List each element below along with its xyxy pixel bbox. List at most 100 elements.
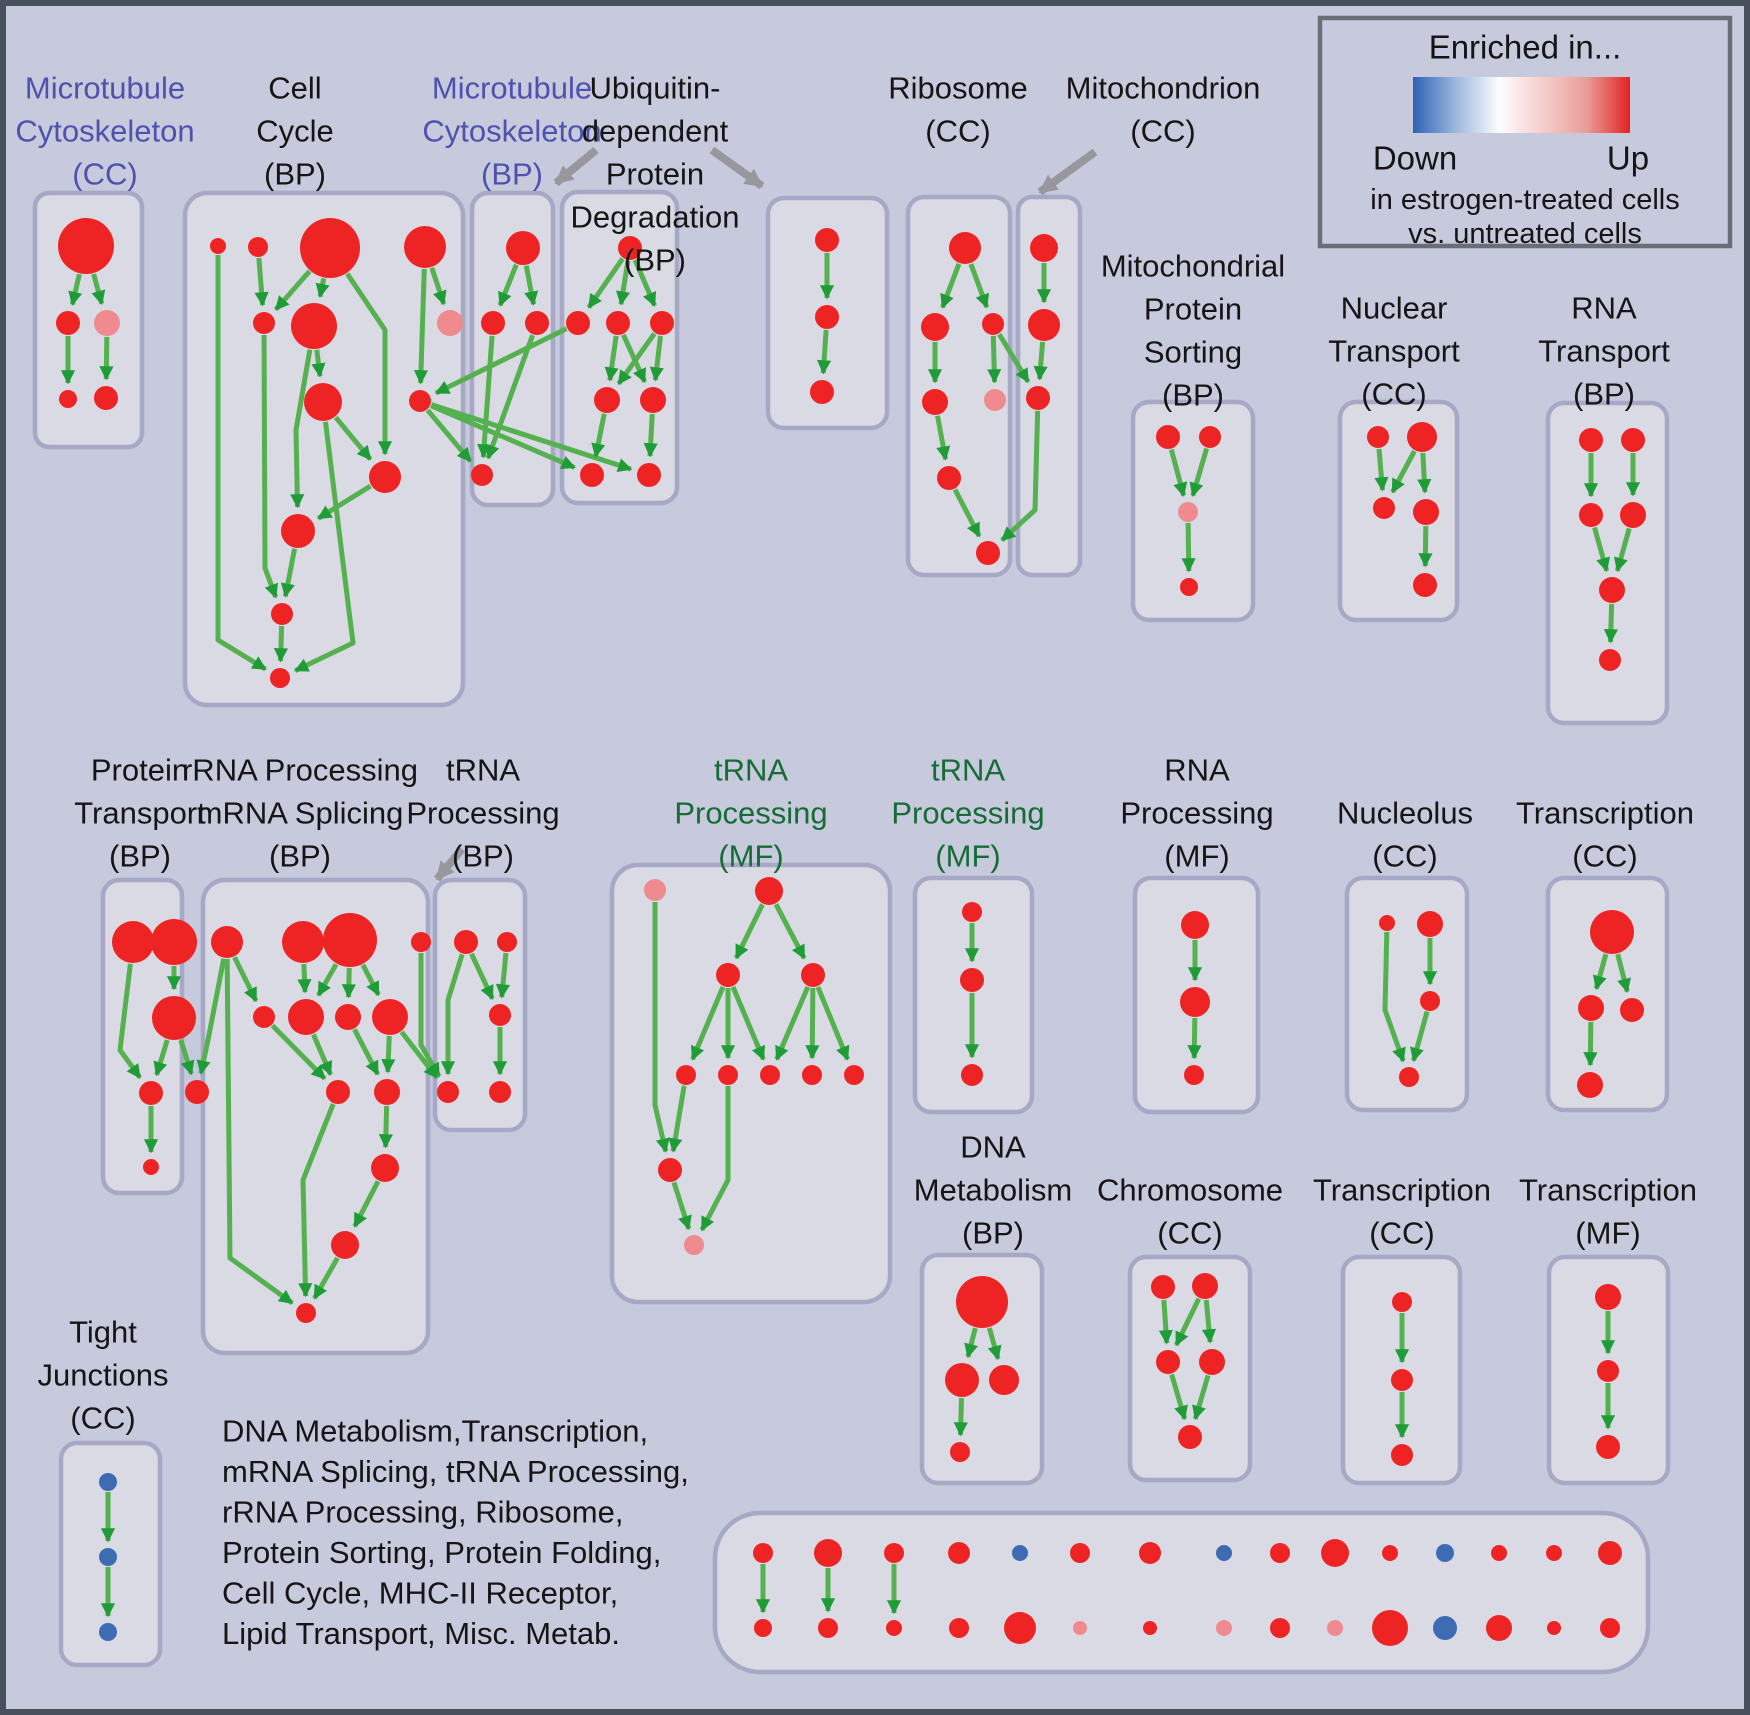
cluster-label-line: (CC) <box>1130 114 1195 149</box>
cluster-label-line: Processing <box>406 796 559 831</box>
go-term-node-n4-red <box>404 226 446 268</box>
go-term-node-rr2-red <box>282 921 324 963</box>
go-term-node-b2-red <box>755 877 783 905</box>
go-term-node-f4-red <box>471 464 493 486</box>
go-term-node-dm1-red <box>956 1276 1008 1328</box>
go-term-node-n13-red <box>270 668 290 688</box>
cluster-label-line: Processing <box>1120 796 1273 831</box>
go-term-node-u0-red <box>618 236 642 260</box>
cluster-label-line: (BP) <box>452 839 514 874</box>
go-term-node-r5-pink <box>984 389 1006 411</box>
edge-arrow-rr3-rr8 <box>360 963 381 997</box>
cluster-box-rrna <box>200 877 431 1356</box>
go-term-node-pt3-red <box>152 996 196 1040</box>
edge-arrow-rr1-pt5 <box>196 958 227 1075</box>
edge-arrow-nt2-nt4 <box>1417 452 1432 494</box>
go-term-node-ch5-red <box>1178 1425 1202 1449</box>
go-term-node-nl3-red <box>1420 991 1440 1011</box>
go-term-node-f1-red <box>506 231 540 265</box>
cluster-label-line: (CC) <box>1361 377 1426 412</box>
go-term-node-v1-red <box>815 228 839 252</box>
cluster-label-nucleolus: Nucleolus (CC) <box>1337 796 1473 874</box>
go-term-node-q4-red <box>949 1618 969 1638</box>
edge-arrow-nt2-nt3 <box>1390 449 1417 494</box>
edge-arrow-b10-b11 <box>671 1181 692 1231</box>
cluster-label-trna-mf-big: tRNA Processing (MF) <box>674 753 827 874</box>
go-term-node-rr4-red <box>411 932 431 952</box>
edge-arrow-f3-f4 <box>485 334 535 460</box>
edge-arrow-u5-u7 <box>643 413 658 458</box>
edge-arrow-rr5-rr9 <box>270 1023 327 1081</box>
cluster-label-line: Ubiquitin- <box>590 71 721 106</box>
go-term-node-tb1-red <box>454 930 478 954</box>
edge-arrow-f1-f3 <box>523 265 539 306</box>
go-term-node-tc2-red <box>1578 995 1604 1021</box>
cluster-label-trans-mf: Transcription (MF) <box>1519 1173 1697 1251</box>
cluster-box-strip <box>712 1510 1651 1675</box>
edge-arrow-tc1-tc2 <box>1592 953 1609 991</box>
go-term-node-tc4-red <box>1577 1072 1603 1098</box>
go-term-node-s2-red <box>960 968 984 992</box>
edge-arrow-r1-r2 <box>940 263 962 309</box>
go-term-node-n1-red <box>210 238 226 254</box>
go-term-node-ms1-red <box>1156 425 1180 449</box>
go-term-node-m1-red <box>1030 234 1058 262</box>
misc-text-line: Protein Sorting, Protein Folding, <box>222 1535 661 1570</box>
go-term-node-tcb1-red <box>1392 1292 1412 1312</box>
cluster-label-rrna: rRNA Processing mRNA Splicing (BP) <box>182 753 418 874</box>
edge-arrow-u0-u2 <box>616 260 631 306</box>
edge-arrow-u0-u1 <box>586 257 625 309</box>
go-term-node-pt4-red <box>139 1081 163 1105</box>
cluster-label-line: Transport <box>1328 334 1460 369</box>
cluster-label-mt-cc: Microtubule Cytoskeleton (CC) <box>15 71 194 192</box>
go-term-node-u4-red <box>594 387 620 413</box>
go-term-node-rr7-red <box>335 1004 361 1030</box>
go-term-node-n2-red <box>248 237 268 257</box>
edge-arrow-nt4-nt5 <box>1418 525 1433 568</box>
cluster-label-line: Transport <box>74 796 206 831</box>
go-term-node-ch4-red <box>1199 1349 1225 1375</box>
misc-text-line: rRNA Processing, Ribosome, <box>222 1495 623 1530</box>
go-term-node-rr13-red <box>296 1303 316 1323</box>
cluster-label-line: tRNA <box>714 753 788 788</box>
go-term-node-k2-red <box>814 1539 842 1567</box>
go-term-node-ms4-red <box>1180 578 1198 596</box>
edge-arrow-n8-n13 <box>294 421 356 673</box>
go-term-node-k13-red <box>1491 1545 1507 1561</box>
edge-arrow-dm1-dm3 <box>986 1327 1002 1361</box>
edge-arrow-r3-m3 <box>997 332 1031 384</box>
go-term-node-q15-red <box>1600 1618 1620 1638</box>
cluster-label-line: (MF) <box>718 839 783 874</box>
edge-arrow-n6-n11 <box>290 349 313 509</box>
go-term-node-tj1-blue <box>99 1473 117 1491</box>
cluster-label-line: (CC) <box>925 114 990 149</box>
go-term-node-tm1-red <box>1595 1284 1621 1310</box>
edge-arrow-rr3-rr7 <box>341 967 356 999</box>
go-term-node-nt4-red <box>1413 499 1439 525</box>
edge-arrow-nl3-nl4 <box>1410 1010 1430 1062</box>
go-term-node-k9-red <box>1270 1543 1290 1563</box>
go-term-node-p2-red <box>1180 987 1210 1017</box>
go-term-node-b10-red <box>658 1158 682 1182</box>
go-term-node-n10-red <box>369 461 401 493</box>
go-term-node-k12-blue <box>1436 1544 1454 1562</box>
go-term-node-tb5-red <box>489 1081 511 1103</box>
edge-arrow-pt3-pt4 <box>153 1039 170 1077</box>
callout-arrow-to-ubiquitin-right-box <box>709 146 765 190</box>
edge-arrow-ms2-ms3 <box>1189 447 1210 498</box>
cluster-box-chromosome <box>1127 1254 1253 1483</box>
edge-arrow-tc1-tc3 <box>1615 953 1631 993</box>
go-term-node-k8-blue <box>1216 1545 1232 1561</box>
edge-arrow-u4-u6 <box>591 413 607 458</box>
edge-arrow-n6-n8 <box>311 349 326 378</box>
go-term-node-pt2-red <box>151 919 197 965</box>
go-term-node-r6-red <box>937 466 961 490</box>
edge-arrow-rr7-rr10 <box>352 1028 380 1076</box>
go-term-node-b9-red <box>844 1065 864 1085</box>
go-term-node-m2-red <box>1028 309 1060 341</box>
cluster-label-line: Cycle <box>256 114 334 149</box>
cluster-label-line: Ribosome <box>888 71 1028 106</box>
go-term-node-u6-red <box>580 463 604 487</box>
cluster-label-trna-bp: tRNA Processing (BP) <box>406 753 559 874</box>
go-term-node-q14-red <box>1547 1621 1561 1635</box>
